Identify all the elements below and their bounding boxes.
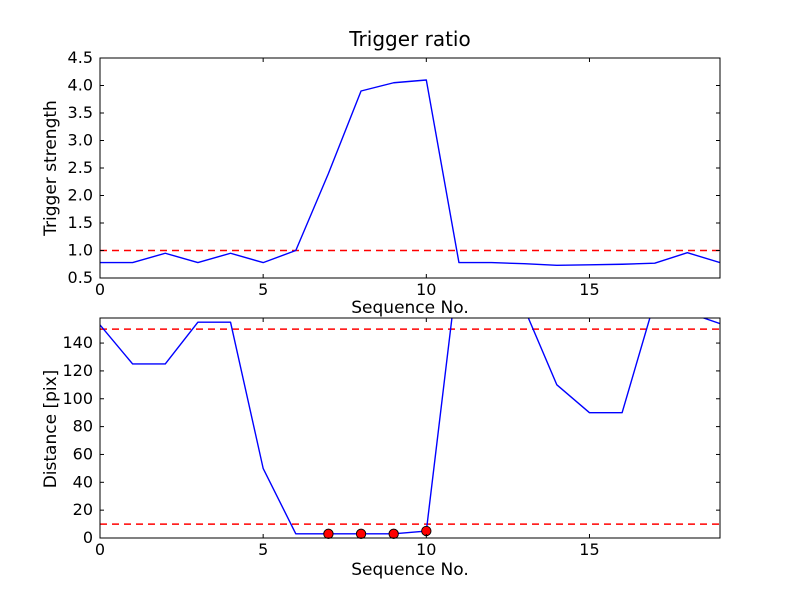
y-tick-label: 120 [62, 361, 93, 380]
x-tick-label: 5 [258, 540, 268, 559]
y-tick-label: 140 [62, 333, 93, 352]
y-tick-label: 3.5 [68, 103, 93, 122]
data-line [100, 318, 720, 535]
x-tick-label: 10 [416, 280, 436, 299]
y-tick-label: 4.5 [68, 48, 93, 67]
y-tick-label: 80 [73, 417, 93, 436]
x-tick-label: 10 [416, 540, 436, 559]
top-y-axis-label: Trigger strength [41, 100, 61, 236]
x-tick-label: 0 [95, 540, 105, 559]
y-tick-label: 20 [73, 500, 93, 519]
bottom-y-axis-label: Distance [pix] [41, 369, 61, 489]
y-tick-label: 100 [62, 389, 93, 408]
x-tick-label: 0 [95, 280, 105, 299]
distance-plot: 0 5 10 15 0 20 40 60 80 100 120 140 [62, 317, 721, 559]
event-marker [355, 528, 367, 539]
event-marker [323, 528, 334, 539]
data-line [100, 79, 720, 267]
trigger-strength-plot: 0 5 10 15 0.5 1.0 1.5 2.0 2.5 3.0 3.5 4.0 4.5 [68, 48, 721, 299]
y-tick-label: 0.5 [68, 268, 93, 287]
y-tick-label: 2.0 [68, 186, 93, 205]
x-tick-label: 15 [579, 540, 599, 559]
y-tick-label: 3.0 [68, 131, 93, 150]
y-tick-label: 2.5 [68, 158, 93, 177]
y-tick-label: 1.5 [68, 213, 93, 232]
axes-frame [99, 57, 721, 279]
y-tick-label: 60 [73, 444, 93, 463]
y-tick-label: 4.0 [68, 76, 93, 95]
top-x-axis-label: Sequence No. [351, 298, 469, 318]
y-tick-label: 0 [83, 528, 93, 547]
y-tick-label: 40 [73, 472, 93, 491]
chart-title: Trigger ratio [349, 27, 471, 51]
axes-frame [99, 317, 721, 539]
event-marker [388, 528, 399, 539]
x-tick-label: 5 [258, 280, 268, 299]
y-tick-label: 1.0 [68, 241, 93, 260]
x-tick-label: 15 [579, 280, 599, 299]
bottom-x-axis-label: Sequence No. [351, 560, 469, 580]
